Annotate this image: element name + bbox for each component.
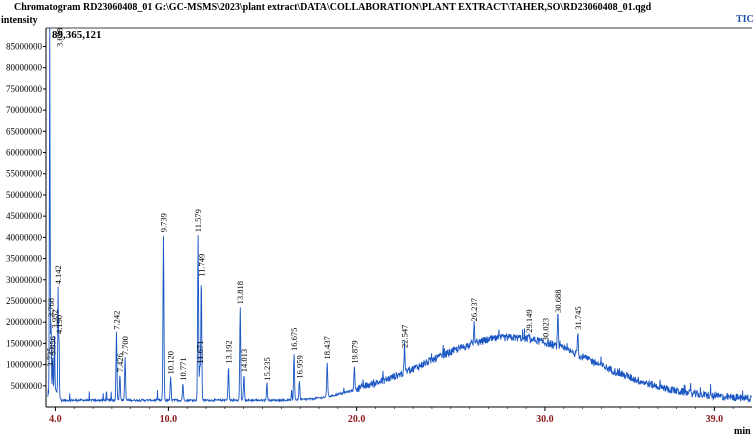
x-axis-title: min	[734, 426, 751, 436]
peak-label: 30.688	[553, 289, 563, 312]
peak-label: 13.818	[235, 281, 245, 304]
peak-label: 22.547	[400, 325, 410, 348]
peak-label: 3.698	[55, 28, 65, 47]
peak-label: 7.242	[111, 311, 121, 330]
y-tick-label: 80000000	[6, 63, 43, 73]
plot-frame	[45, 27, 752, 408]
peak-label: 10.120	[166, 351, 176, 374]
peak-label: 15.235	[262, 357, 272, 380]
y-tick-label: 25000000	[6, 296, 43, 306]
y-tick-label: 15000000	[6, 338, 43, 348]
y-tick-label: 70000000	[6, 105, 43, 115]
x-tick-label: 39.0	[706, 414, 724, 425]
y-tick-label: 50000000	[6, 190, 43, 200]
peak-label: 29.149	[524, 309, 534, 332]
x-tick-label: 10.0	[160, 414, 178, 425]
y-tick-label: 55000000	[6, 169, 43, 179]
peak-label: 3.768	[46, 298, 56, 317]
peak-label: 10.771	[178, 357, 188, 380]
peak-label: 3.856	[48, 336, 58, 355]
y-tick-label: 65000000	[6, 126, 43, 136]
trace-label: TIC	[736, 14, 753, 25]
chart-title: Chromatogram RD23060408_01 G:\GC-MSMS\20…	[14, 2, 652, 13]
peak-label: 18.437	[322, 336, 332, 359]
tic-trace-line	[47, 27, 752, 403]
y-tick-label: 60000000	[6, 148, 43, 158]
peak-label: 11.749	[196, 254, 206, 277]
y-tick-label: 30000000	[6, 275, 43, 285]
peak-label: 31.745	[573, 306, 583, 329]
peak-label: 9.739	[158, 213, 168, 232]
tic-trace-group	[47, 27, 752, 403]
peak-label: 26.237	[469, 298, 479, 321]
peak-label: 30.023	[540, 318, 550, 341]
x-tick-label: 20.0	[348, 414, 366, 425]
peak-label: 3.725	[45, 348, 55, 367]
peak-label: 7.700	[120, 336, 130, 355]
peak-label: 14.013	[239, 349, 249, 372]
y-tick-label: 5000000	[11, 381, 43, 391]
y-tick-label: 85000000	[6, 42, 43, 52]
peak-label: 4.142	[53, 265, 63, 284]
y-tick-label: 20000000	[6, 317, 43, 327]
y-axis-ticks: 5000000 10000000 15000000 20000000 25000000 3…	[6, 42, 46, 391]
peak-label: 3.952	[50, 309, 60, 328]
x-tick-label: 4.0	[49, 414, 62, 425]
y-tick-label: 40000000	[6, 232, 43, 242]
x-axis-ticks: 4.0 10.0 20.0 30.0 39.0	[49, 407, 734, 425]
y-axis-title: intensity	[1, 15, 38, 26]
peak-label: 13.192	[223, 340, 233, 363]
y-tick-label: 45000000	[6, 211, 43, 221]
y-tick-label: 75000000	[6, 84, 43, 94]
peak-label: 11.671	[195, 341, 205, 364]
peak-label: 7.426	[115, 353, 125, 372]
y-tick-label: 10000000	[6, 360, 43, 370]
max-intensity-label: 89,365,121	[52, 29, 102, 41]
peak-label: 19.879	[349, 340, 359, 363]
peak-label: 16.959	[294, 355, 304, 378]
peak-label: 16.675	[289, 328, 299, 351]
peak-label: 4.190	[54, 315, 64, 334]
y-tick-label: 35000000	[6, 254, 43, 264]
peak-label: 11.579	[193, 209, 203, 232]
x-tick-label: 30.0	[536, 414, 554, 425]
